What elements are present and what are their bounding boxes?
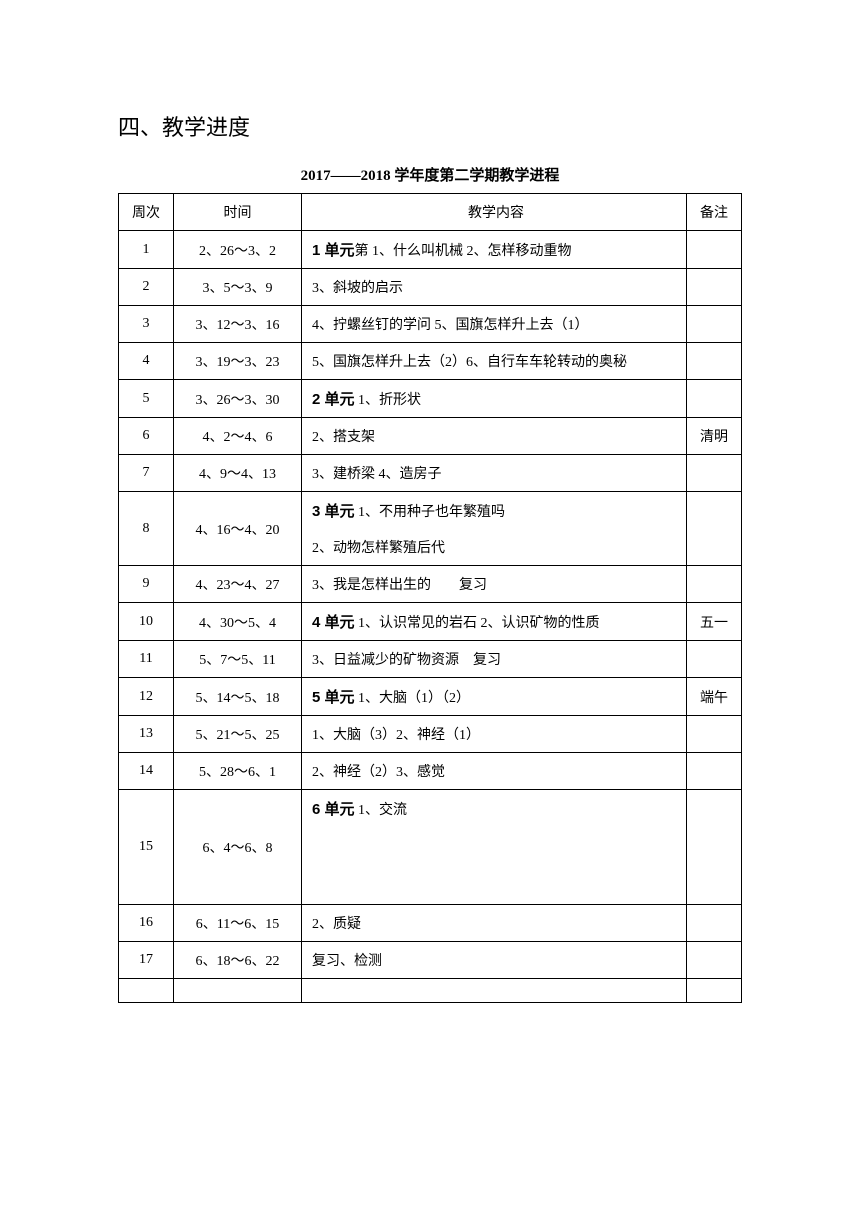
table-row-empty	[119, 979, 742, 1003]
table-row: 12 5、14～5、18 5 单元 1、大脑（1）（2） 端午	[119, 678, 742, 716]
cell-week: 8	[119, 492, 174, 566]
cell-week: 10	[119, 603, 174, 641]
cell-content: 3、日益减少的矿物资源 复习	[302, 641, 687, 678]
cell-content: 复习、检测	[302, 942, 687, 979]
cell-time: 4、23～4、27	[174, 566, 302, 603]
cell-week: 11	[119, 641, 174, 678]
table-row: 16 6、11～6、15 2、质疑	[119, 905, 742, 942]
cell-time: 3、19～3、23	[174, 343, 302, 380]
cell-time: 6、18～6、22	[174, 942, 302, 979]
cell-week: 17	[119, 942, 174, 979]
table-row: 7 4、9～4、13 3、建桥梁 4、造房子	[119, 455, 742, 492]
table-subtitle: 2017——2018 学年度第二学期教学进程	[118, 164, 742, 185]
table-row: 8 4、16～4、20 3 单元 1、不用种子也年繁殖吗2、动物怎样繁殖后代	[119, 492, 742, 566]
cell-note	[687, 343, 742, 380]
cell-week: 6	[119, 418, 174, 455]
cell-time: 5、21～5、25	[174, 716, 302, 753]
cell-content: 2、神经（2）3、感觉	[302, 753, 687, 790]
cell-time: 3、26～3、30	[174, 380, 302, 418]
cell-content: 2、搭支架	[302, 418, 687, 455]
cell-time: 4、9～4、13	[174, 455, 302, 492]
cell-week: 9	[119, 566, 174, 603]
table-row: 9 4、23～4、27 3、我是怎样出生的 复习	[119, 566, 742, 603]
cell-note	[687, 790, 742, 905]
table-row: 17 6、18～6、22 复习、检测	[119, 942, 742, 979]
cell-content: 2 单元 1、折形状	[302, 380, 687, 418]
header-note: 备注	[687, 194, 742, 231]
cell-time: 6、4～6、8	[174, 790, 302, 905]
cell-week: 2	[119, 269, 174, 306]
cell-note	[687, 269, 742, 306]
cell-note	[687, 455, 742, 492]
cell-content: 3、我是怎样出生的 复习	[302, 566, 687, 603]
header-content: 教学内容	[302, 194, 687, 231]
cell-week: 16	[119, 905, 174, 942]
cell-week: 14	[119, 753, 174, 790]
cell-week: 3	[119, 306, 174, 343]
cell-content: 1 单元第 1、什么叫机械 2、怎样移动重物	[302, 231, 687, 269]
table-row: 15 6、4～6、8 6 单元 1、交流	[119, 790, 742, 905]
header-week: 周次	[119, 194, 174, 231]
table-row: 3 3、12～3、16 4、拧螺丝钉的学问 5、国旗怎样升上去（1）	[119, 306, 742, 343]
cell-note	[687, 942, 742, 979]
cell-content: 4、拧螺丝钉的学问 5、国旗怎样升上去（1）	[302, 306, 687, 343]
cell-week: 7	[119, 455, 174, 492]
cell-note: 五一	[687, 603, 742, 641]
cell-note	[687, 380, 742, 418]
cell-time: 5、7～5、11	[174, 641, 302, 678]
cell-time: 2、26～3、2	[174, 231, 302, 269]
table-row: 1 2、26～3、2 1 单元第 1、什么叫机械 2、怎样移动重物	[119, 231, 742, 269]
cell-week: 1	[119, 231, 174, 269]
header-time: 时间	[174, 194, 302, 231]
cell-content: 3 单元 1、不用种子也年繁殖吗2、动物怎样繁殖后代	[302, 492, 687, 566]
schedule-table: 周次 时间 教学内容 备注 1 2、26～3、2 1 单元第 1、什么叫机械 2…	[118, 193, 742, 1003]
cell-note: 清明	[687, 418, 742, 455]
cell-note	[687, 641, 742, 678]
cell-note	[687, 566, 742, 603]
cell-content: 5 单元 1、大脑（1）（2）	[302, 678, 687, 716]
cell-note: 端午	[687, 678, 742, 716]
cell-note	[687, 492, 742, 566]
cell-time: 3、12～3、16	[174, 306, 302, 343]
table-row: 6 4、2～4、6 2、搭支架 清明	[119, 418, 742, 455]
cell-time: 5、28～6、1	[174, 753, 302, 790]
cell-note	[687, 231, 742, 269]
cell-time	[174, 979, 302, 1003]
table-row: 14 5、28～6、1 2、神经（2）3、感觉	[119, 753, 742, 790]
table-row: 13 5、21～5、25 1、大脑（3）2、神经（1）	[119, 716, 742, 753]
table-header-row: 周次 时间 教学内容 备注	[119, 194, 742, 231]
cell-time: 4、2～4、6	[174, 418, 302, 455]
section-heading: 四、教学进度	[118, 110, 742, 142]
table-row: 5 3、26～3、30 2 单元 1、折形状	[119, 380, 742, 418]
cell-content	[302, 979, 687, 1003]
table-row: 4 3、19～3、23 5、国旗怎样升上去（2）6、自行车车轮转动的奥秘	[119, 343, 742, 380]
cell-week: 13	[119, 716, 174, 753]
cell-content: 4 单元 1、认识常见的岩石 2、认识矿物的性质	[302, 603, 687, 641]
cell-week: 12	[119, 678, 174, 716]
cell-note	[687, 979, 742, 1003]
cell-time: 5、14～5、18	[174, 678, 302, 716]
table-row: 11 5、7～5、11 3、日益减少的矿物资源 复习	[119, 641, 742, 678]
cell-time: 3、5～3、9	[174, 269, 302, 306]
table-row: 2 3、5～3、9 3、斜坡的启示	[119, 269, 742, 306]
cell-content: 2、质疑	[302, 905, 687, 942]
cell-time: 4、16～4、20	[174, 492, 302, 566]
cell-time: 6、11～6、15	[174, 905, 302, 942]
cell-week	[119, 979, 174, 1003]
cell-time: 4、30～5、4	[174, 603, 302, 641]
cell-content: 3、建桥梁 4、造房子	[302, 455, 687, 492]
cell-note	[687, 716, 742, 753]
cell-note	[687, 306, 742, 343]
cell-note	[687, 753, 742, 790]
table-row: 10 4、30～5、4 4 单元 1、认识常见的岩石 2、认识矿物的性质 五一	[119, 603, 742, 641]
cell-content: 6 单元 1、交流	[302, 790, 687, 905]
cell-week: 15	[119, 790, 174, 905]
cell-content: 3、斜坡的启示	[302, 269, 687, 306]
cell-week: 4	[119, 343, 174, 380]
cell-week: 5	[119, 380, 174, 418]
cell-content: 5、国旗怎样升上去（2）6、自行车车轮转动的奥秘	[302, 343, 687, 380]
cell-note	[687, 905, 742, 942]
cell-content: 1、大脑（3）2、神经（1）	[302, 716, 687, 753]
